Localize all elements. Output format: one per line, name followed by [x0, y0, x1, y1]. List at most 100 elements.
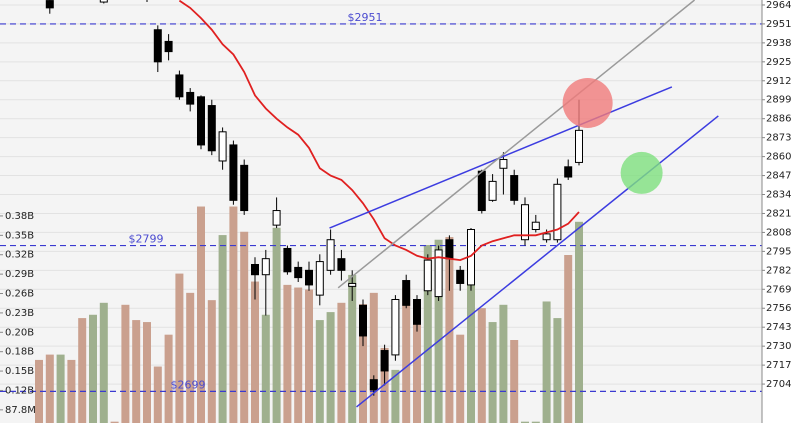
candle-body: [218, 131, 227, 162]
y-tick-label: 2730: [766, 341, 791, 352]
candle-body: [531, 221, 540, 231]
volume-bar: [45, 354, 54, 423]
volume-bar: [499, 304, 508, 423]
volume-bar: [315, 320, 324, 423]
volume-bar: [434, 239, 443, 423]
volume-bar: [553, 318, 562, 423]
volume-bar: [283, 284, 292, 423]
volume-bar: [456, 334, 465, 423]
volume-bar: [477, 308, 486, 423]
volume-bar: [575, 221, 583, 423]
candle-body: [272, 210, 281, 226]
volume-bar: [153, 366, 162, 423]
volume-bar: [132, 320, 141, 423]
y-tick-label: 2704: [766, 379, 791, 390]
y-tick-label: 2743: [766, 322, 791, 333]
candle-body: [207, 105, 216, 152]
volume-bar: [305, 289, 313, 423]
volume-bar: [467, 229, 475, 423]
y-tick-label: 2834: [766, 190, 791, 201]
candle-body: [229, 144, 238, 201]
volume-bar: [413, 304, 421, 423]
y-tick-label: 2717: [766, 360, 791, 371]
y-tick-label: 2964: [766, 0, 791, 11]
volume-bar: [348, 274, 357, 423]
candle-body: [434, 249, 443, 298]
trendline: [337, 0, 696, 289]
candle-body: [186, 91, 195, 105]
y-tick-label: 2886: [766, 114, 791, 125]
y-tick-label: 2756: [766, 303, 791, 314]
volume-bar: [218, 235, 227, 423]
volume-bar: [229, 206, 238, 423]
volume-bar: [402, 287, 411, 423]
volume-bar: [99, 302, 108, 423]
axis-background: [762, 0, 800, 423]
volume-bar: [423, 245, 432, 423]
candle-body: [423, 259, 432, 292]
volume-bar: [488, 322, 497, 423]
candle-body: [510, 175, 519, 201]
y-tick-label: 2860: [766, 152, 791, 163]
candle-body: [164, 40, 173, 53]
volume-tick-label: 0.15B: [5, 366, 34, 377]
volume-bar: [175, 273, 184, 423]
candle-body: [153, 29, 162, 63]
volume-bar: [261, 314, 270, 423]
volume-bar: [197, 206, 205, 423]
level-label: $2951: [348, 11, 383, 24]
candle-body: [456, 269, 465, 284]
candle-body: [575, 129, 583, 163]
candle-body: [251, 264, 259, 276]
volume-tick-label: 0.23B: [5, 308, 34, 319]
volume-bar: [326, 312, 335, 423]
candle-body: [283, 247, 292, 273]
highlight-circle: [620, 151, 663, 194]
volume-tick-label: 0.38B: [5, 211, 34, 222]
y-tick-label: 2782: [766, 265, 791, 276]
volume-bar: [369, 292, 378, 423]
volume-tick-label: 0.29B: [5, 269, 34, 280]
volume-bar: [35, 359, 43, 423]
volume-bar: [531, 421, 540, 423]
y-tick-label: 2795: [766, 246, 791, 257]
volume-tick-label: 0.20B: [5, 327, 34, 338]
volume-bar: [445, 237, 454, 423]
volume-bar: [56, 354, 65, 423]
candle-body: [175, 74, 184, 98]
candle-body: [326, 239, 335, 271]
volume-tick-label: 0.35B: [5, 230, 34, 241]
moving-average-line: [178, 0, 580, 262]
y-tick-label: 2912: [766, 76, 791, 87]
volume-bar: [359, 304, 367, 423]
volume-bar: [143, 322, 151, 423]
candle-body: [499, 159, 508, 169]
volume-bar: [251, 281, 259, 423]
candle-body: [337, 258, 346, 271]
candle-body: [413, 298, 421, 325]
volume-bar: [110, 421, 119, 423]
candle-body: [391, 298, 400, 356]
volume-bar: [337, 302, 346, 423]
volume-bar: [240, 231, 249, 423]
volume-bar: [121, 304, 130, 423]
level-label: $2799: [129, 233, 164, 246]
candle-body: [197, 96, 205, 146]
candle-body: [240, 164, 249, 212]
volume-bar: [510, 339, 519, 423]
volume-tick-label: 0.26B: [5, 289, 34, 300]
volume-bar: [542, 301, 551, 423]
volume-bar: [89, 314, 97, 423]
y-tick-label: 2925: [766, 57, 791, 68]
volume-tick-label: 87.8M: [5, 405, 36, 416]
candle-body: [380, 350, 389, 372]
volume-bar: [186, 292, 195, 423]
volume-bar: [521, 421, 529, 423]
y-tick-label: 2808: [766, 227, 791, 238]
candle-body: [315, 261, 324, 296]
candle-body: [445, 239, 454, 260]
candle-body: [564, 166, 573, 178]
volume-tick-label: 0.12B: [5, 385, 34, 396]
volume-bar: [272, 227, 281, 423]
